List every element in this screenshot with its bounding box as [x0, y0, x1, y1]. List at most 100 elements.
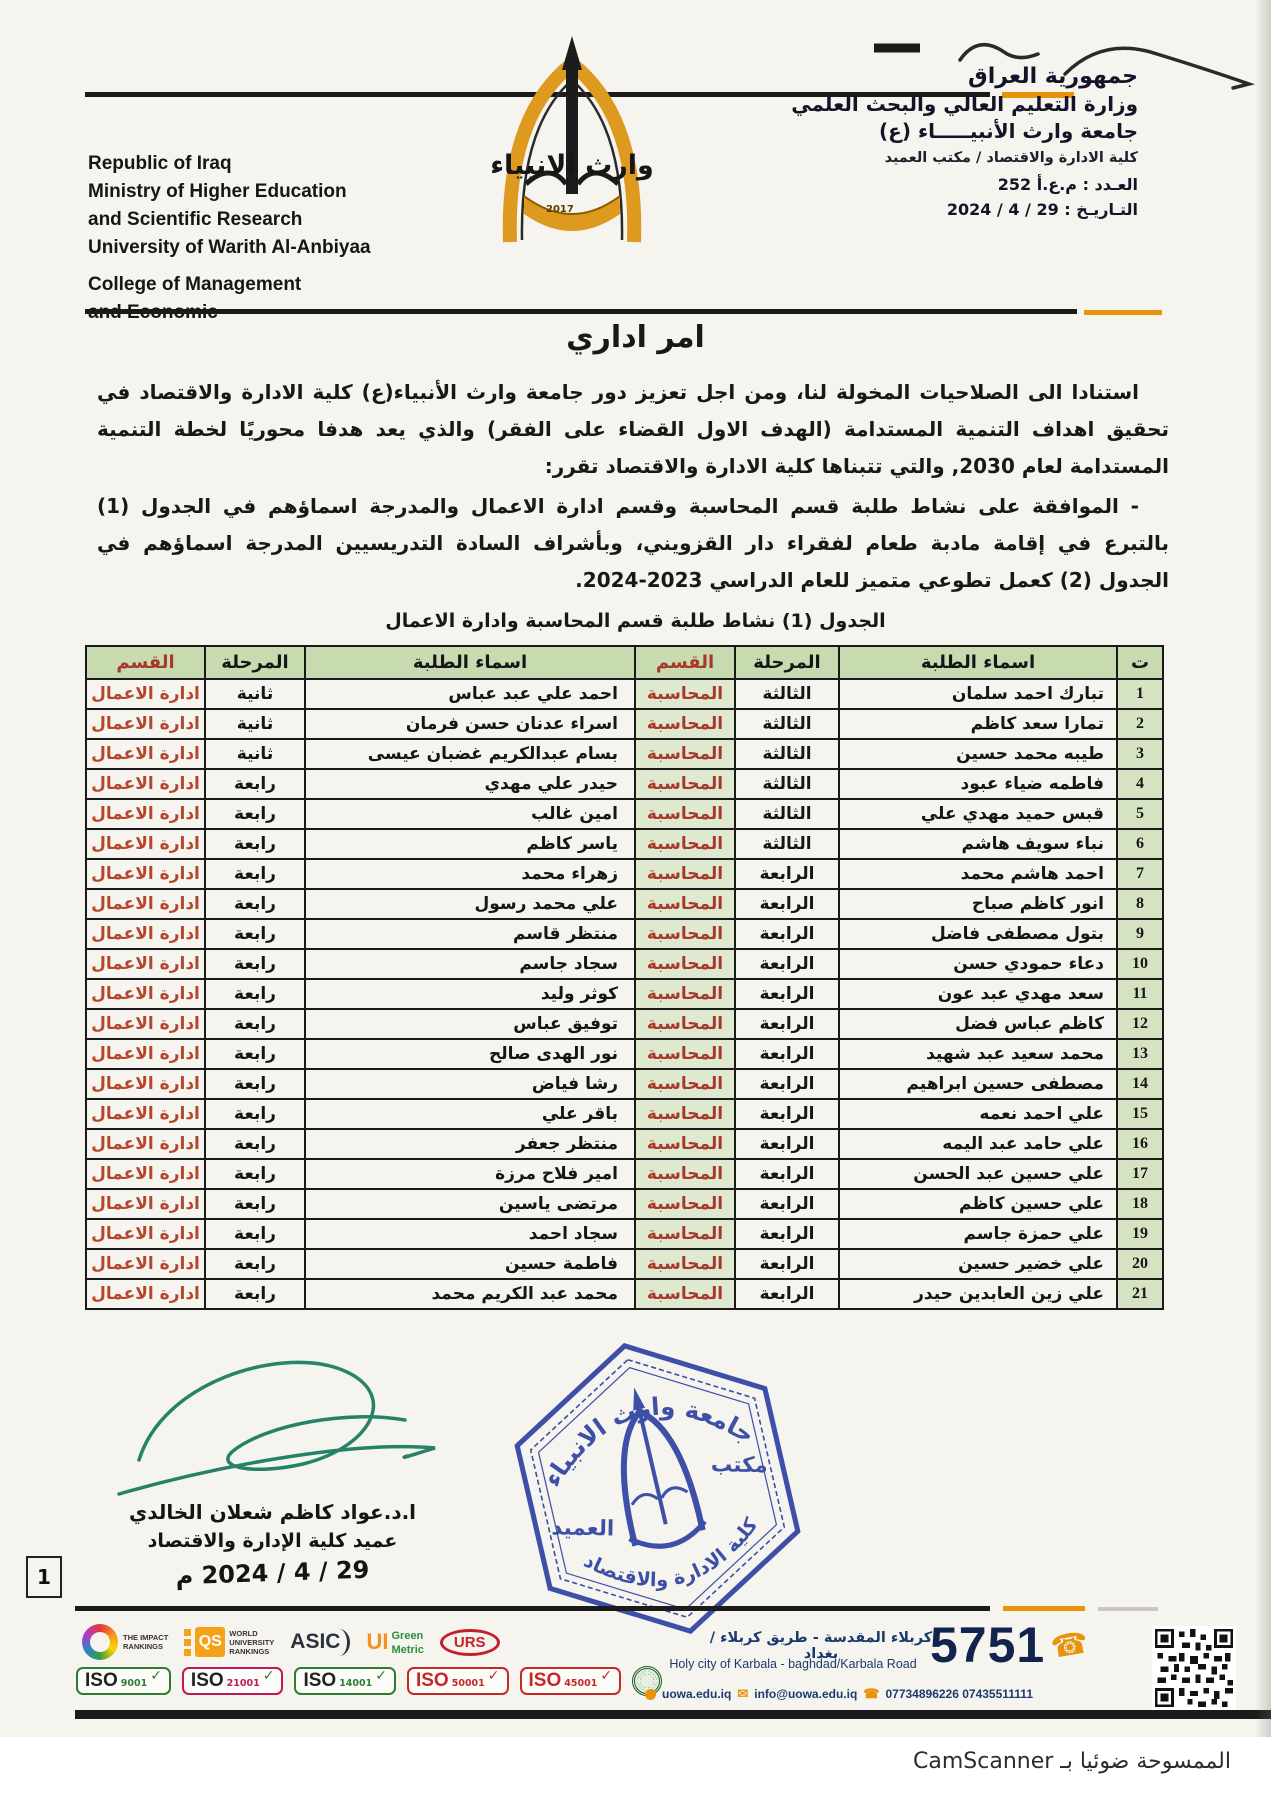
- cell-acc-dept: المحاسبة: [634, 1098, 736, 1130]
- cell-acc-dept: المحاسبة: [634, 1218, 736, 1250]
- cell-acc-dept: المحاسبة: [634, 768, 736, 800]
- green-label: Green: [391, 1630, 424, 1642]
- qs-rankings-logo: QS WORLD UNIVERSITY RANKINGS: [184, 1627, 274, 1657]
- cell-no: 9: [1116, 918, 1164, 950]
- cell-acc-dept: المحاسبة: [634, 978, 736, 1010]
- qr-code: [1152, 1626, 1236, 1710]
- check-icon: ✓: [487, 1668, 500, 1684]
- cell-bus-dept: ادارة الاعمال: [85, 798, 206, 830]
- cell-acc-name: علي حمزة جاسم: [838, 1218, 1118, 1250]
- cell-bus-name: امين غالب: [304, 798, 636, 830]
- letterhead-line: Ministry of Higher Education: [88, 181, 347, 202]
- cell-acc-dept: المحاسبة: [634, 678, 736, 710]
- cell-acc-stage: الثالثة: [734, 738, 840, 770]
- iso-badge: ISO 9001 ✓: [76, 1667, 171, 1695]
- cell-bus-stage: ثانية: [204, 708, 306, 740]
- cell-acc-stage: الثالثة: [734, 828, 840, 860]
- iso-badge: ISO 21001 ✓: [181, 1667, 284, 1695]
- students-table-head: ت اسماء الطلبة المرحلة القسم اسماء الطلب…: [85, 645, 1164, 680]
- impact-caption: RANKINGS: [123, 1642, 164, 1651]
- cell-no: 6: [1116, 828, 1164, 860]
- cell-acc-name: تبارك احمد سلمان: [838, 678, 1118, 710]
- header-acc-names: اسماء الطلبة: [838, 645, 1118, 680]
- cell-acc-name: علي زين العابدين حيدر: [838, 1278, 1118, 1310]
- cell-acc-stage: الرابعة: [734, 1188, 840, 1220]
- qs-caption: RANKINGS: [229, 1646, 270, 1656]
- mail-icon: ✉: [737, 1686, 749, 1701]
- cell-bus-dept: ادارة الاعمال: [85, 738, 206, 770]
- cell-bus-name: ياسر كاظم: [304, 828, 636, 860]
- cell-acc-stage: الرابعة: [734, 888, 840, 920]
- cell-acc-name: طيبه محمد حسين: [838, 738, 1118, 770]
- cell-bus-name: امير فلاح مرزة: [304, 1158, 636, 1190]
- header-bus-stage: المرحلة: [204, 645, 306, 680]
- cell-bus-stage: رابعة: [204, 1188, 306, 1220]
- cell-bus-name: كوثر وليد: [304, 978, 636, 1010]
- iso-badge: ISO 45001 ✓: [519, 1667, 622, 1695]
- student-row: 7 احمد هاشم محمد الرابعة المحاسبة زهراء محمد…: [85, 858, 1164, 890]
- cell-bus-name: رشا فياض: [304, 1068, 636, 1100]
- cell-acc-stage: الرابعة: [734, 1098, 840, 1130]
- camscanner-strip: الممسوحة ضوئيا بـ CamScanner: [0, 1737, 1271, 1800]
- cell-no: 4: [1116, 768, 1164, 800]
- cell-bus-stage: رابعة: [204, 1008, 306, 1040]
- iso-badge: ISO 14001 ✓: [294, 1667, 396, 1695]
- cell-bus-dept: ادارة الاعمال: [85, 1128, 206, 1160]
- cell-no: 15: [1116, 1098, 1164, 1130]
- cell-bus-name: مرتضى ياسين: [304, 1188, 636, 1220]
- letterhead-line: College of Management: [88, 274, 302, 295]
- cell-acc-name: علي حامد عبد اليمه: [838, 1128, 1118, 1160]
- letterhead-line: جامعة وارث الأنبيـــــاء (ع): [879, 119, 1138, 143]
- cell-no: 12: [1116, 1008, 1164, 1040]
- cell-no: 11: [1116, 978, 1164, 1010]
- cell-bus-name: سجاد جاسم: [304, 948, 636, 980]
- student-row: 18 علي حسين كاظم الرابعة المحاسبة مرتضى ياسي…: [85, 1188, 1164, 1220]
- qs-caption: WORLD: [229, 1628, 258, 1638]
- cell-acc-dept: المحاسبة: [634, 738, 736, 770]
- signer-name: ا.د.عواد كاظم شعلان الخالدي: [128, 1500, 417, 1524]
- divider-faint: [1098, 1607, 1158, 1611]
- check-icon: ✓: [375, 1668, 387, 1684]
- letterhead-english: Republic of Iraq Ministry of Higher Educ…: [88, 150, 371, 327]
- urs-logo: URS: [439, 1628, 500, 1656]
- student-row: 5 قبس حميد مهدي علي الثالثة المحاسبة امين غا…: [85, 798, 1164, 830]
- cell-bus-stage: رابعة: [204, 1218, 306, 1250]
- cell-bus-dept: ادارة الاعمال: [85, 1158, 206, 1190]
- cell-acc-dept: المحاسبة: [634, 1128, 736, 1160]
- letterhead-line: وزارة التعليم العالي والبحث العلمي: [791, 92, 1138, 116]
- cell-bus-stage: ثانية: [204, 678, 306, 710]
- letterhead-line: جمهورية العراق: [968, 64, 1138, 89]
- student-row: 9 بتول مصطفى فاضل الرابعة المحاسبة منتظر قاس…: [85, 918, 1164, 950]
- check-icon: ✓: [150, 1668, 162, 1684]
- scan-edge-shadow: [1255, 0, 1271, 1737]
- cell-bus-name: بسام عبدالكريم غضبان عيسى: [304, 738, 636, 770]
- signature-scribble: [117, 1360, 436, 1496]
- cell-no: 8: [1116, 888, 1164, 920]
- iso-badges: ISO 9001 ✓ ISO 21001 ✓ ISO 14001 ✓ ISO 50001 ✓ ISO 45…: [76, 1666, 663, 1696]
- stamp-text-left: العميد: [551, 1515, 614, 1541]
- cell-bus-dept: ادارة الاعمال: [85, 708, 206, 740]
- cell-acc-name: محمد سعيد عبد شهيد: [838, 1038, 1118, 1070]
- cell-acc-stage: الرابعة: [734, 1068, 840, 1100]
- qs-caption: UNIVERSITY: [229, 1637, 275, 1647]
- iso-badge: ISO 50001 ✓: [406, 1667, 509, 1695]
- cell-bus-dept: ادارة الاعمال: [85, 1218, 206, 1250]
- header-acc-stage: المرحلة: [734, 645, 840, 680]
- cell-bus-dept: ادارة الاعمال: [85, 1248, 206, 1280]
- cell-bus-name: حيدر علي مهدي: [304, 768, 636, 800]
- letterhead-line: Republic of Iraq: [88, 153, 232, 174]
- cell-bus-name: زهراء محمد: [304, 858, 636, 890]
- paper: Republic of Iraq Ministry of Higher Educ…: [0, 0, 1271, 1737]
- divider-accent: [1002, 92, 1074, 98]
- cell-acc-stage: الرابعة: [734, 918, 840, 950]
- camscanner-note: الممسوحة ضوئيا بـ CamScanner: [913, 1749, 1231, 1774]
- cell-bus-stage: رابعة: [204, 828, 306, 860]
- cell-no: 7: [1116, 858, 1164, 890]
- cell-no: 3: [1116, 738, 1164, 770]
- cell-bus-stage: رابعة: [204, 1248, 306, 1280]
- cell-acc-name: فاطمه ضياء عبود: [838, 768, 1118, 800]
- header-serial: ت: [1116, 645, 1164, 680]
- cell-bus-stage: رابعة: [204, 1278, 306, 1310]
- svg-text:وارث الانبياء: وارث الانبياء: [490, 150, 654, 181]
- document-number: العـدد : م.ع.أ 252: [997, 175, 1138, 194]
